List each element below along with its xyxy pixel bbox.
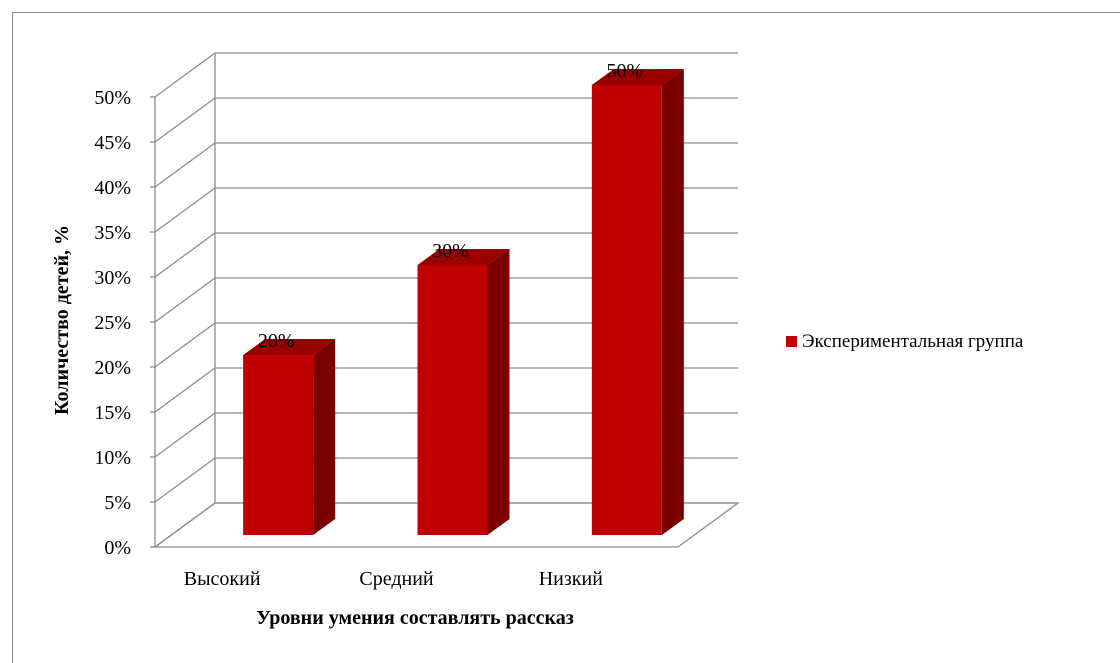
gridline-side bbox=[154, 52, 216, 98]
chart-frame bbox=[12, 12, 1120, 663]
bar-top bbox=[591, 69, 684, 85]
gridline-side bbox=[154, 187, 216, 233]
y-tick-label: 20% bbox=[94, 357, 131, 379]
y-axis-ticks: 0% 5% 10% 15% 20% 25% 30% 35% 40% 45% 50% bbox=[94, 87, 131, 559]
y-axis-title: Количество детей, % bbox=[51, 225, 73, 415]
y-tick-label: 45% bbox=[94, 132, 131, 154]
y-tick-label: 10% bbox=[94, 447, 131, 469]
bars bbox=[243, 69, 684, 535]
y-tick-label: 5% bbox=[104, 492, 131, 514]
gridline-side bbox=[154, 97, 216, 143]
bar-top bbox=[243, 339, 336, 355]
x-axis-title: Уровни умения составлять рассказ bbox=[256, 607, 574, 629]
data-label: 50% bbox=[606, 60, 643, 82]
gridline-side bbox=[154, 322, 216, 368]
x-tick-label: Низкий bbox=[539, 568, 603, 590]
legend-label: Экспериментальная группа bbox=[802, 331, 1024, 352]
legend-swatch bbox=[786, 336, 797, 347]
data-label: 30% bbox=[432, 240, 469, 262]
bar bbox=[243, 355, 314, 535]
gridline-side bbox=[154, 412, 216, 458]
gridline-side bbox=[154, 457, 216, 503]
data-labels: 20% 30% 50% bbox=[258, 60, 643, 352]
gridline-side bbox=[154, 367, 216, 413]
y-tick-label: 50% bbox=[94, 87, 131, 109]
bar-side bbox=[487, 249, 510, 535]
x-axis-ticks: Высокий Средний Низкий bbox=[184, 568, 603, 590]
bar bbox=[417, 265, 488, 535]
y-tick-label: 15% bbox=[94, 402, 131, 424]
bar-top bbox=[417, 249, 510, 265]
gridline-side bbox=[154, 142, 216, 188]
y-tick-label: 40% bbox=[94, 177, 131, 199]
bar-side bbox=[313, 339, 336, 535]
legend: Экспериментальная группа bbox=[786, 331, 1024, 352]
y-tick-label: 35% bbox=[94, 222, 131, 244]
gridline-side bbox=[154, 232, 216, 278]
x-tick-label: Средний bbox=[359, 568, 434, 590]
y-tick-label: 25% bbox=[94, 312, 131, 334]
floor bbox=[153, 502, 740, 548]
gridline-side bbox=[154, 277, 216, 323]
data-label: 20% bbox=[258, 330, 295, 352]
y-tick-label: 0% bbox=[104, 537, 131, 559]
x-tick-label: Высокий bbox=[184, 568, 261, 590]
bar bbox=[591, 85, 662, 535]
y-tick-label: 30% bbox=[94, 267, 131, 289]
bar-side bbox=[661, 69, 684, 535]
